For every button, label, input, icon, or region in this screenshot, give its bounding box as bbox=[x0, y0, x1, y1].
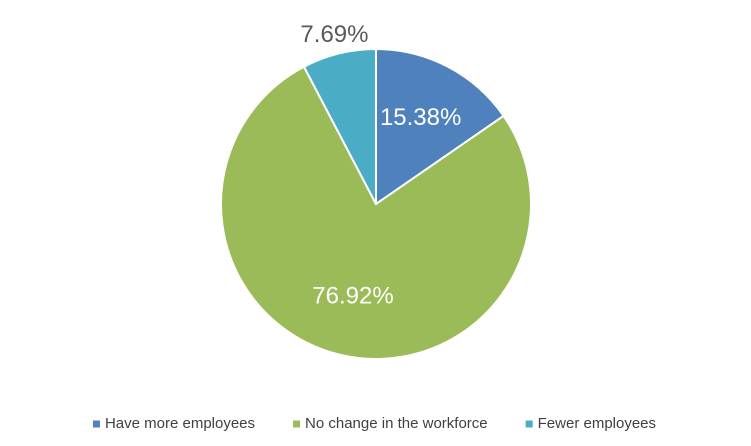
pie-slice bbox=[220, 65, 532, 360]
legend-label: No change in the workforce bbox=[305, 415, 488, 432]
data-label: 15.38% bbox=[380, 104, 461, 131]
legend-label: Have more employees bbox=[105, 415, 255, 432]
pie-slice bbox=[302, 47, 377, 205]
legend-swatch bbox=[525, 420, 533, 428]
pie-slice bbox=[375, 47, 505, 206]
legend-label: Fewer employees bbox=[538, 415, 656, 432]
legend-swatch bbox=[92, 420, 100, 428]
legend-swatch bbox=[293, 420, 301, 428]
data-label: 7.69% bbox=[300, 21, 368, 48]
data-label: 76.92% bbox=[312, 283, 393, 310]
